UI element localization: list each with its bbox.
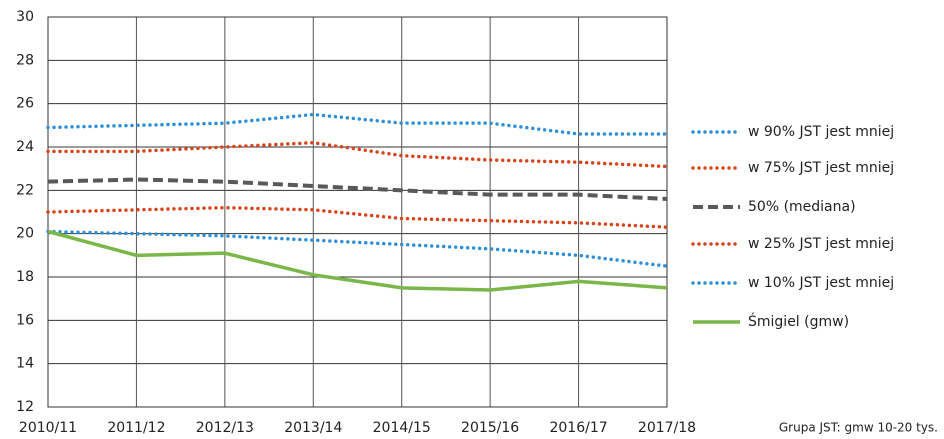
y-tick-label: 30 bbox=[16, 9, 34, 25]
x-tick-label: 2012/13 bbox=[196, 420, 254, 436]
annotation: Grupa JST: gmw 10-20 tys. bbox=[779, 421, 938, 435]
series-line bbox=[46, 140, 669, 169]
x-tick-label: 2015/16 bbox=[461, 420, 519, 436]
y-tick-label: 22 bbox=[16, 182, 34, 198]
series-line bbox=[46, 229, 669, 268]
y-tick-label: 12 bbox=[16, 399, 34, 415]
y-tick-label: 18 bbox=[16, 269, 34, 285]
series-line bbox=[46, 112, 669, 136]
y-tick-label: 20 bbox=[16, 226, 34, 242]
y-tick-label: 14 bbox=[16, 356, 34, 372]
y-tick-label: 26 bbox=[16, 96, 34, 112]
legend-label: w 75% JST jest mniej bbox=[748, 160, 894, 176]
x-tick-label: 2017/18 bbox=[638, 420, 696, 436]
series-line bbox=[47, 229, 668, 292]
legend-label: w 25% JST jest mniej bbox=[748, 236, 894, 252]
x-tick-label: 2011/12 bbox=[107, 420, 165, 436]
x-tick-label: 2016/17 bbox=[549, 420, 607, 436]
series-line bbox=[46, 205, 669, 229]
y-tick-label: 28 bbox=[16, 52, 34, 68]
x-tick-label: 2014/15 bbox=[373, 420, 431, 436]
series-line bbox=[47, 177, 668, 201]
legend-label: w 10% JST jest mniej bbox=[748, 275, 894, 291]
legend-label: Śmigiel (gmw) bbox=[748, 312, 849, 330]
legend-label: w 90% JST jest mniej bbox=[748, 124, 894, 140]
plot-frame bbox=[47, 16, 668, 408]
y-tick-label: 16 bbox=[16, 312, 34, 328]
x-tick-label: 2013/14 bbox=[284, 420, 342, 436]
y-tick-label: 24 bbox=[16, 139, 34, 155]
x-tick-label: 2010/11 bbox=[19, 420, 77, 436]
legend-label: 50% (mediana) bbox=[748, 199, 856, 215]
